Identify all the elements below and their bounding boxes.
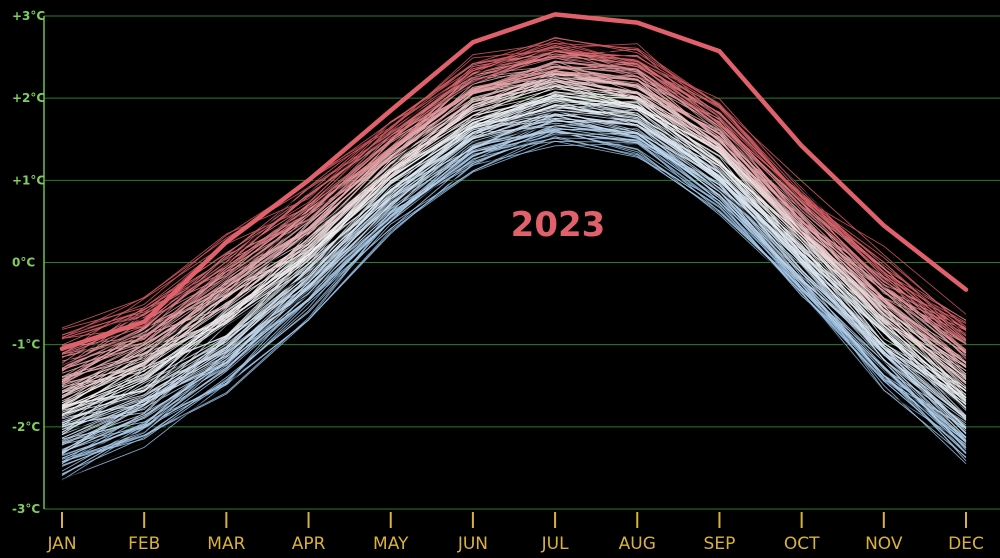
year-line	[61, 129, 967, 481]
y-tick-label: -1°C	[12, 338, 40, 352]
highlight-line	[59, 12, 969, 352]
year-line	[61, 113, 967, 428]
year-line	[61, 97, 967, 426]
highlight-series-label: 2023	[511, 205, 606, 245]
year-line	[61, 86, 967, 406]
x-axis: JAN FEB MAR APR MAY JUN JUL AUG SEP OCT NOV DEC	[46, 512, 984, 554]
x-tick-label: OCT	[784, 534, 820, 554]
year-line	[61, 42, 967, 330]
year-line	[61, 129, 967, 463]
x-tick-label: JAN	[46, 534, 76, 554]
year-line	[61, 106, 967, 416]
y-tick-label: +3°C	[12, 9, 45, 23]
year-line	[61, 100, 967, 410]
x-tick-label: FEB	[128, 534, 160, 554]
x-tick-label: AUG	[619, 534, 656, 554]
x-tick-label: JUL	[541, 534, 569, 554]
year-line	[61, 70, 967, 384]
x-tick-label: NOV	[865, 534, 903, 554]
year-line	[61, 57, 967, 355]
y-tick-label: -2°C	[12, 420, 40, 434]
year-line	[61, 60, 967, 381]
year-line	[61, 132, 967, 467]
year-line	[61, 41, 967, 338]
year-line	[61, 37, 967, 338]
year-line	[61, 57, 967, 358]
x-tick-label: MAY	[373, 534, 409, 554]
y-axis-labels: +3°C +2°C +1°C 0°C -1°C -2°C -3°C	[12, 9, 45, 516]
x-tick-label: APR	[292, 534, 326, 554]
highlight-series	[59, 12, 969, 352]
y-tick-label: 0°C	[12, 256, 35, 270]
year-line	[61, 71, 967, 372]
year-line	[61, 39, 967, 339]
y-tick-label: -3°C	[12, 502, 40, 516]
year-line	[61, 110, 967, 431]
y-tick-label: +2°C	[12, 91, 45, 105]
year-line	[61, 50, 967, 347]
x-tick-label: JUN	[457, 534, 488, 554]
x-tick-label: MAR	[207, 534, 245, 554]
x-tick-label: DEC	[948, 534, 984, 554]
background-year-lines	[61, 36, 967, 481]
x-tick-label: SEP	[704, 534, 736, 554]
year-line	[61, 128, 967, 449]
year-line	[61, 51, 967, 349]
year-line	[61, 88, 967, 413]
y-tick-label: +1°C	[12, 173, 45, 187]
